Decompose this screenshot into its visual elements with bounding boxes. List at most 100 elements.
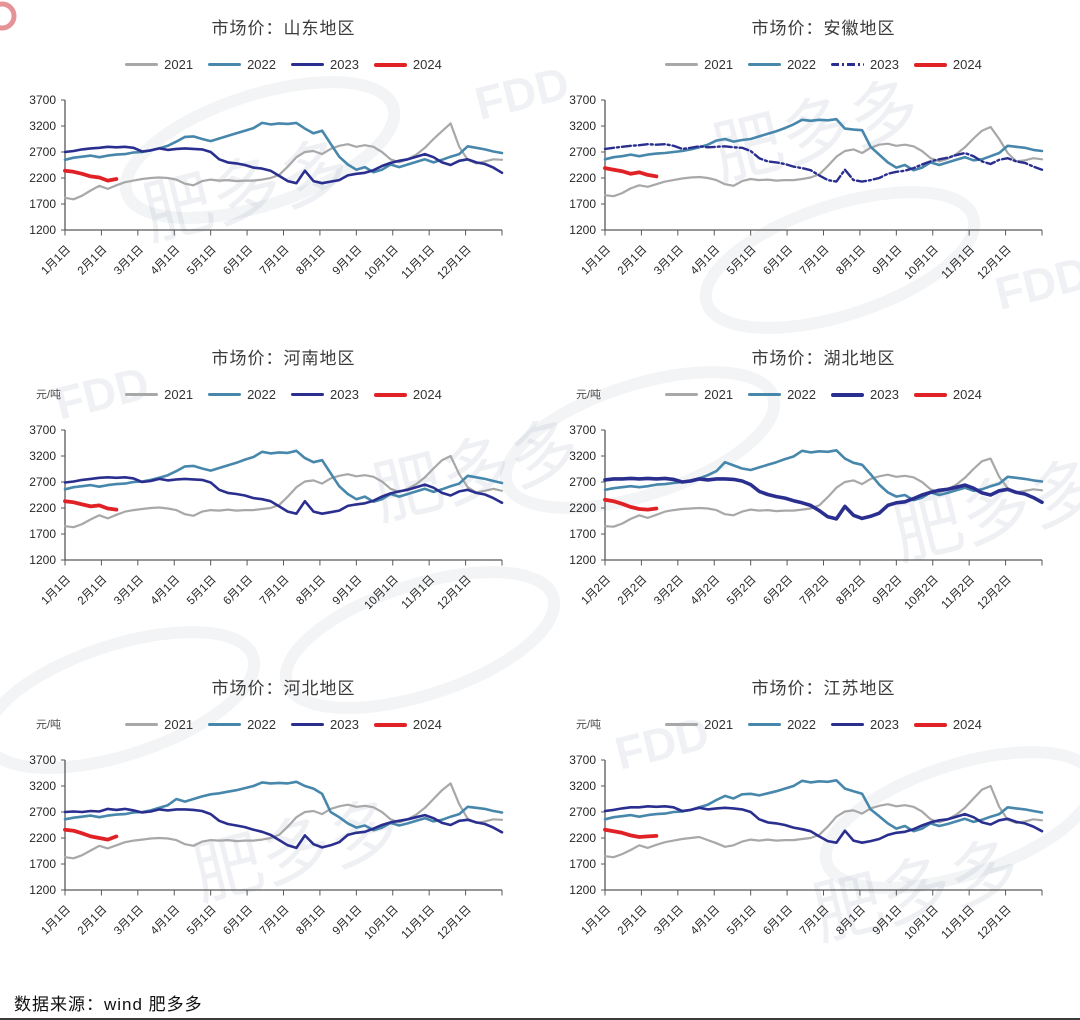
series-line-2022 xyxy=(63,121,504,174)
legend-label: 2023 xyxy=(330,57,359,72)
x-tick-label: 2月1日 xyxy=(616,904,650,938)
y-tick-label: 3200 xyxy=(29,119,56,133)
legend-label: 2021 xyxy=(704,717,734,732)
chart-title: 市场价：山东地区 xyxy=(211,19,356,38)
x-tick-label: 12月1日 xyxy=(435,904,473,942)
x-tick-label: 1月1日 xyxy=(39,904,73,938)
y-tick-label: 2200 xyxy=(29,831,56,845)
y-tick-label: 3700 xyxy=(569,93,596,107)
x-tick-label: 6月1日 xyxy=(221,574,255,608)
unit-label: 元/吨 xyxy=(36,389,62,401)
y-tick-label: 1700 xyxy=(29,527,56,541)
x-tick-label: 5月1日 xyxy=(725,904,759,938)
chart-panel-shandong: 市场价：山东地区 2021 2022 2023 2024 3700 3200 2700 22… xyxy=(0,0,540,325)
legend-item-2024: 2024 xyxy=(913,387,982,402)
legend-label: 2024 xyxy=(412,57,442,72)
unit-label: 元/吨 xyxy=(36,719,62,731)
legend-label: 2021 xyxy=(704,387,734,402)
series-line-2022 xyxy=(63,780,504,832)
y-tick-label: 2200 xyxy=(569,831,596,845)
legend-label: 2022 xyxy=(247,387,276,402)
x-tick-label: 12月1日 xyxy=(435,244,473,282)
chart-title: 市场价：湖北地区 xyxy=(751,349,896,368)
series-line-2023 xyxy=(63,475,504,515)
x-tick-label: 9月2日 xyxy=(871,574,905,608)
legend-swatch-icon xyxy=(125,723,159,726)
x-tick-label: 1月2日 xyxy=(579,574,613,608)
legend-swatch-icon xyxy=(125,393,159,396)
data-source-footer: 数据来源：wind 肥多多 xyxy=(14,995,203,1014)
legend-item-2024: 2024 xyxy=(373,57,442,72)
y-tick-label: 3200 xyxy=(29,449,56,463)
legend-swatch-icon xyxy=(291,723,324,726)
legend-label: 2021 xyxy=(164,717,194,732)
x-tick-label: 8月1日 xyxy=(834,904,868,938)
unit-label: 元/吨 xyxy=(576,719,602,731)
legend-item-2021: 2021 xyxy=(665,387,733,402)
chart-plot: 3700 3200 2700 2200 1700 1200 1月1日 2月1日 3月1日 4月1日… xyxy=(29,423,504,612)
y-tick-label: 1700 xyxy=(569,857,596,871)
series-line-2021 xyxy=(603,457,1044,528)
y-tick-label: 3700 xyxy=(29,423,56,437)
legend-swatch-icon xyxy=(291,393,324,396)
axis-lines xyxy=(604,760,1042,891)
y-tick-label: 1700 xyxy=(29,857,56,871)
chart-panel-henan: 市场价：河南地区 元/吨 2021 2022 2023 2024 3700 3200 27… xyxy=(0,330,540,655)
legend-label: 2021 xyxy=(164,387,194,402)
x-tick-label: 11月1日 xyxy=(940,904,978,942)
x-tick-label: 10月2日 xyxy=(903,574,941,612)
legend-label: 2022 xyxy=(787,387,816,402)
legend-item-2022: 2022 xyxy=(208,57,276,72)
x-tick-label: 4月2日 xyxy=(689,574,723,608)
x-tick-label: 8月1日 xyxy=(294,574,328,608)
legend-swatch-icon xyxy=(831,723,864,726)
legend-item-2024: 2024 xyxy=(373,717,442,732)
y-tick-label: 1200 xyxy=(569,553,596,567)
x-tick-label: 2月1日 xyxy=(76,574,110,608)
x-tick-label: 9月1日 xyxy=(871,244,905,278)
y-tick-label: 1700 xyxy=(569,527,596,541)
series-line-2021 xyxy=(63,782,504,860)
legend-item-2022: 2022 xyxy=(748,717,816,732)
chart-title: 市场价：河北地区 xyxy=(211,679,356,698)
legend-swatch-icon xyxy=(748,63,782,66)
chart-plot: 3700 3200 2700 2200 1700 1200 1月1日 2月1日 3月1日 4月1日… xyxy=(29,753,504,942)
x-tick-label: 1月1日 xyxy=(39,574,73,608)
x-tick-label: 12月1日 xyxy=(975,904,1013,942)
chart-legend: 2021 2022 2023 2024 xyxy=(605,57,1042,72)
chart-plot: 3700 3200 2700 2200 1700 1200 1月1日 2月1日 3月1日 4月1日… xyxy=(569,93,1044,282)
series-line-2022 xyxy=(63,449,504,504)
x-tick-label: 6月2日 xyxy=(761,574,795,608)
y-tick-label: 1200 xyxy=(29,223,56,237)
chart-legend: 2021 2022 2023 2024 xyxy=(65,57,502,72)
chart-title: 市场价：河南地区 xyxy=(211,349,356,368)
x-tick-label: 11月1日 xyxy=(400,244,438,282)
x-tick-label: 2月1日 xyxy=(76,904,110,938)
y-tick-label: 2700 xyxy=(29,145,56,159)
y-tick-label: 3700 xyxy=(569,423,596,437)
legend-label: 2024 xyxy=(952,387,982,402)
x-tick-label: 5月1日 xyxy=(185,904,219,938)
chart-legend: 2021 2022 2023 2024 xyxy=(605,717,1042,732)
series-line-2024 xyxy=(63,168,119,183)
legend-swatch-icon xyxy=(208,63,242,66)
x-tick-label: 2月2日 xyxy=(616,574,650,608)
legend-item-2021: 2021 xyxy=(125,387,193,402)
x-tick-label: 6月1日 xyxy=(221,904,255,938)
series-line-2021 xyxy=(63,122,504,201)
y-tick-label: 1200 xyxy=(569,223,596,237)
x-tick-label: 7月1日 xyxy=(258,574,292,608)
x-tick-label: 5月1日 xyxy=(185,574,219,608)
series-line-2023 xyxy=(603,804,1044,844)
x-tick-label: 6月1日 xyxy=(221,244,255,278)
y-tick-label: 3700 xyxy=(569,753,596,767)
x-tick-label: 11月1日 xyxy=(400,904,438,942)
legend-label: 2023 xyxy=(870,57,899,72)
y-tick-label: 2700 xyxy=(569,145,596,159)
y-tick-label: 2700 xyxy=(569,805,596,819)
legend-item-2021: 2021 xyxy=(665,717,733,732)
x-tick-label: 6月1日 xyxy=(761,904,795,938)
legend-label: 2024 xyxy=(412,387,442,402)
legend-label: 2021 xyxy=(704,57,734,72)
x-tick-label: 11月1日 xyxy=(400,574,438,612)
